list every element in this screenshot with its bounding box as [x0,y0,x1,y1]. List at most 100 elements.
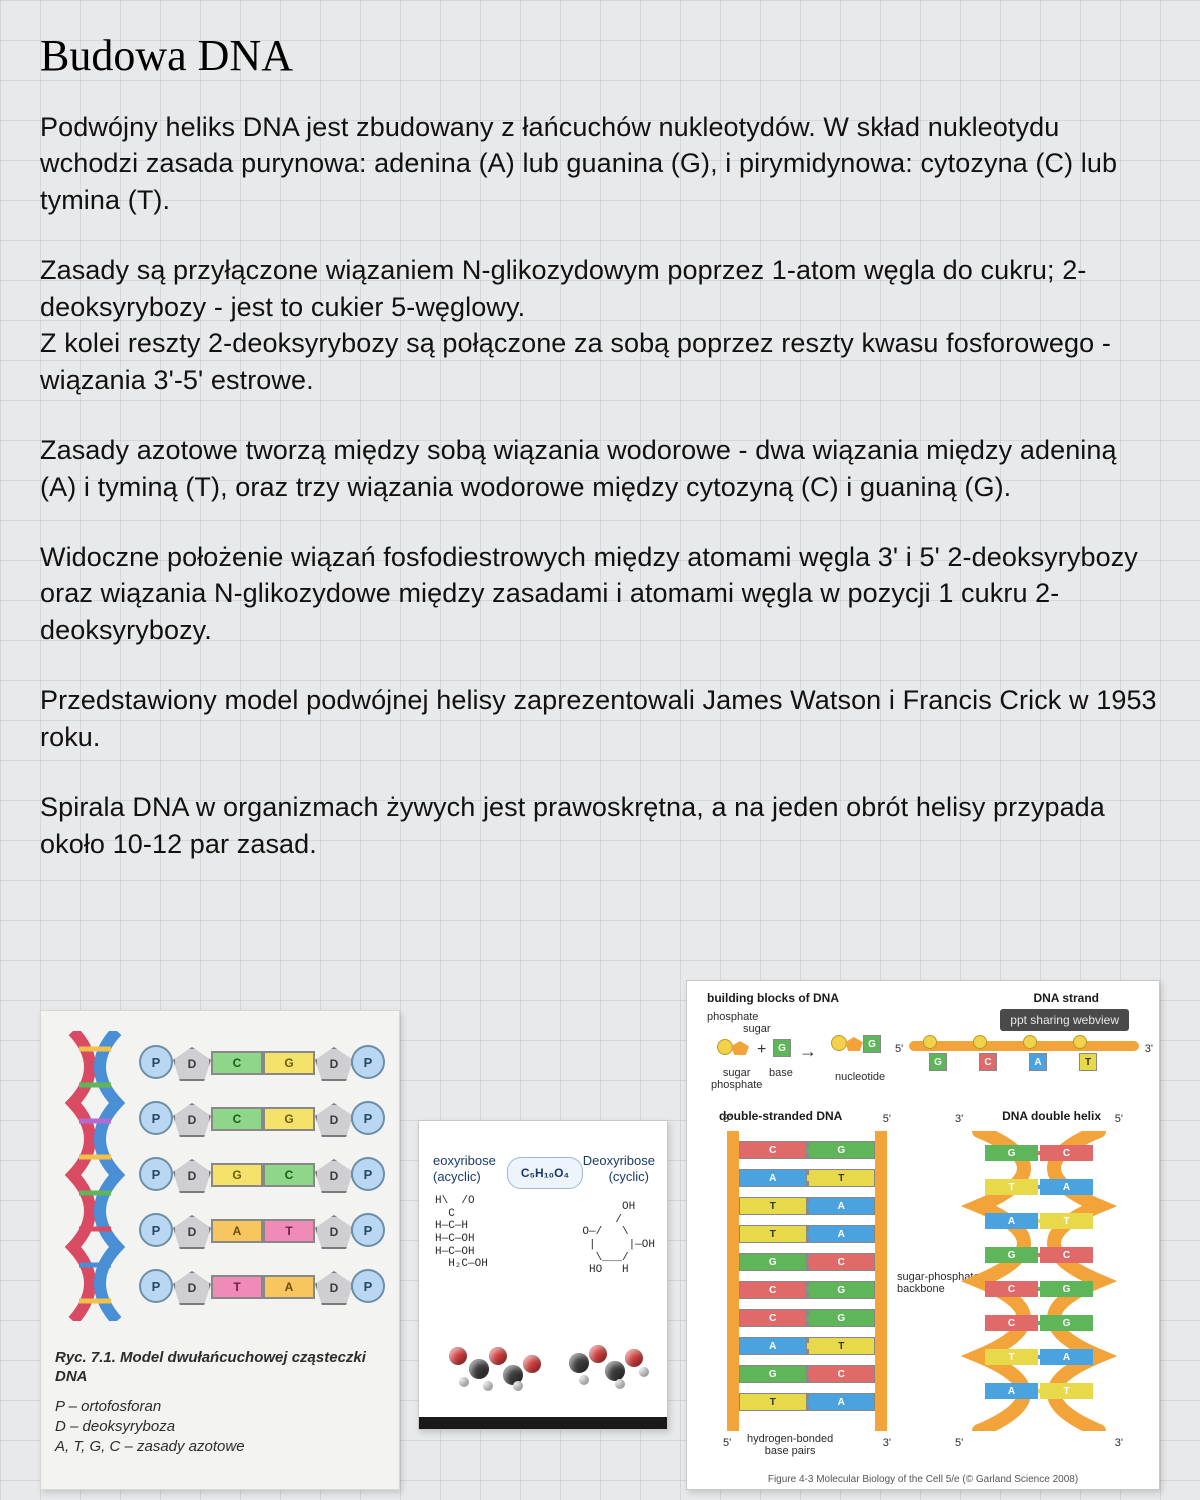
nucleotide-G: G [929,1053,947,1071]
molecule-3d-row [429,1317,657,1407]
sugar-icon: D [173,1047,211,1081]
base-A: A [807,1197,876,1215]
base-G: G [807,1281,876,1299]
phosphate-icon: P [351,1101,385,1135]
atom-sphere-icon [483,1381,493,1391]
paragraph-3: Zasady azotowe tworzą między sobą wiązan… [40,432,1160,505]
atom-sphere-icon [449,1347,467,1365]
base-G: G [739,1365,807,1383]
base-T: T [807,1169,876,1187]
acyclic-structure: H\ /O C H—C—H H—C—OH H—C—OH H₂C—OH [435,1195,488,1271]
double-helix-diagram: 3' 5' G C T A A T G C C G C G T A A T 5'… [949,1131,1129,1431]
base-C: C [739,1281,807,1299]
paragraph-4: Widoczne położenie wiązań fosfodiestrowy… [40,539,1160,648]
sugar-icon: D [173,1215,211,1249]
ds-rung: C G [739,1139,875,1159]
base-T: T [739,1393,807,1411]
ds-dna-ladder: 3' 5' 5' 3' C G A T T A T A G C C G C G … [727,1131,887,1431]
phosphate-icon: P [351,1269,385,1303]
atom-sphere-icon [513,1381,523,1391]
figure-garland-dna: building blocks of DNA DNA strand double… [686,980,1160,1490]
formula-badge: C₅H₁₀O₄ [507,1157,583,1189]
label-base: base [769,1067,793,1079]
phosphate-icon: P [139,1269,173,1303]
figure-credit: Figure 4-3 Molecular Biology of the Cell… [687,1474,1159,1485]
phosphate-icon: P [351,1045,385,1079]
label-sugar: sugar [743,1023,771,1035]
atom-sphere-icon [569,1353,589,1373]
strand-3prime: 3' [1145,1043,1153,1055]
ds-rung: T A [739,1195,875,1215]
base-A: A [739,1337,807,1355]
ladder-rung: P D A T D P [145,1209,385,1249]
dna-ladder: P D C G D P P D C G D P P D G C D P P D … [145,1031,385,1331]
hdr-double-helix: DNA double helix [1002,1109,1101,1123]
phosphate-icon: P [139,1045,173,1079]
base-G: G [263,1051,315,1075]
base-G: G [807,1141,876,1159]
phosphate-icon: P [351,1213,385,1247]
helix-rung: C G [985,1315,1093,1331]
ladder-rung: P D C G D P [145,1041,385,1081]
paragraph-1: Podwójny heliks DNA jest zbudowany z łań… [40,109,1160,218]
ppt-sharing-badge[interactable]: ppt sharing webview [1000,1009,1129,1031]
atom-sphere-icon [625,1349,643,1367]
atom-sphere-icon [615,1379,625,1389]
nucleotide-A: A [1029,1053,1047,1071]
ds-rung: G C [739,1363,875,1383]
ds-rung: A T [739,1335,875,1355]
hdr-building-blocks: building blocks of DNA [707,991,839,1005]
base-g-icon: G [773,1039,791,1057]
helix-rung: G C [985,1145,1093,1161]
label-sugar-phosphate: sugar phosphate [711,1067,762,1091]
sugar-icon: D [315,1159,353,1193]
atom-sphere-icon [489,1347,507,1365]
ds-rung: T A [739,1223,875,1243]
base-A: A [807,1393,876,1411]
dna-helix-icon [59,1031,131,1321]
base-G: G [263,1107,315,1131]
base-C: C [807,1253,876,1271]
figure-deoxyribose: eoxyribose (acyclic) C₅H₁₀O₄ Deoxyribose… [418,1120,668,1430]
ladder-rung: P D C G D P [145,1097,385,1137]
strand-5prime: 5' [895,1043,903,1055]
label-hbond: hydrogen-bonded base pairs [747,1433,833,1457]
ds-rung: C G [739,1307,875,1327]
label-cyclic: Deoxyribose [583,1153,655,1168]
sugar-icon: D [315,1215,353,1249]
base-A: A [263,1275,315,1299]
ds-rung: T A [739,1391,875,1411]
label-phosphate: phosphate [707,1011,758,1023]
sugar-icon: D [173,1103,211,1137]
base-C: C [807,1365,876,1383]
page-title: Budowa DNA [40,30,1160,81]
helix-rung: G C [985,1247,1093,1263]
base-A: A [211,1219,263,1243]
base-T: T [807,1337,876,1355]
atom-sphere-icon [523,1355,541,1373]
ladder-rung: P D T A D P [145,1265,385,1305]
base-C: C [211,1051,263,1075]
helix-rung: T A [985,1349,1093,1365]
legend-p: P – ortofosforan [55,1397,389,1417]
base-C: C [211,1107,263,1131]
paragraph-6: Spirala DNA w organizmach żywych jest pr… [40,789,1160,862]
hdr-dna-strand: DNA strand [1033,991,1099,1005]
cyclic-structure: OH / O—/ \ | |—OH \___/ HO H [582,1201,655,1277]
sugar-icon: D [173,1159,211,1193]
helix-rung: C G [985,1281,1093,1297]
dna-strand-diagram: 5' 3' GCAT [909,1037,1139,1077]
paragraph-5: Przedstawiony model podwójnej helisy zap… [40,682,1160,755]
figure-dna-ladder-model: P D C G D P P D C G D P P D G C D P P D … [40,1010,400,1490]
sugar-icon: D [315,1103,353,1137]
label-nucleotide: nucleotide [835,1071,885,1083]
atom-sphere-icon [459,1377,469,1387]
base-A: A [739,1169,807,1187]
sugar-icon: D [315,1271,353,1305]
figure-legend: P – ortofosforan D – deoksyryboza A, T, … [55,1397,389,1458]
building-blocks-diagram: phosphate sugar + G → G sugar phosphate … [707,1011,907,1101]
nucleotide-C: C [979,1053,997,1071]
base-G: G [807,1309,876,1327]
phosphate-icon: P [139,1157,173,1191]
figures-row: P D C G D P P D C G D P P D G C D P P D … [40,980,1160,1490]
